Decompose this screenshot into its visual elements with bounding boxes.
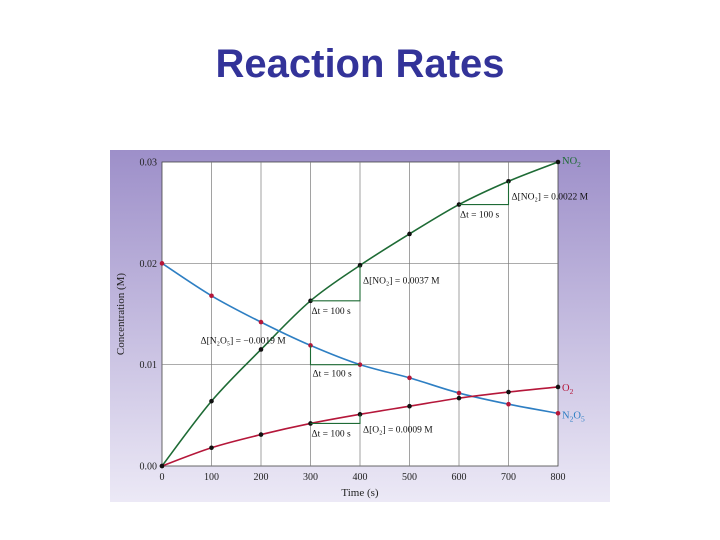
x-tick-label: 100 [204, 472, 219, 483]
delta-time-label-o2: Δt = 100 s [312, 429, 351, 439]
data-point-n2o5 [555, 411, 561, 416]
legend-label-n2o5: N2O5 [562, 410, 585, 423]
delta-time-label-n2o5: Δt = 100 s [313, 370, 352, 380]
y-tick-label: 0.03 [140, 158, 158, 169]
data-point-n2o5 [456, 390, 462, 396]
legend-label-o2: O2 [562, 383, 574, 396]
delta-step-n2o5 [309, 345, 360, 366]
data-point-o2 [159, 463, 165, 469]
data-point-no2 [357, 263, 363, 268]
data-point-o2 [456, 395, 462, 401]
x-tick-label: 500 [402, 472, 417, 483]
data-point-no2 [506, 178, 511, 184]
slide-title: Reaction Rates [215, 42, 505, 86]
legend-label-no2: NO2 [562, 156, 581, 169]
x-tick-label: 700 [501, 472, 516, 483]
data-point-no2 [555, 159, 561, 165]
data-point-no2 [258, 347, 264, 352]
y-tick-label: 0.01 [140, 360, 158, 371]
data-point-o2 [209, 445, 214, 451]
delta-time-label-no2-mid: Δt = 100 s [312, 307, 351, 317]
reaction-rates-chart: 0 100 200 300 400 500 600 700 800 0.00 0.01 0.02 0.0… [110, 150, 610, 502]
data-point-no2 [407, 231, 412, 237]
data-point-n2o5 [506, 401, 511, 407]
x-tick-label: 600 [452, 472, 467, 483]
delta-conc-label-n2o5: Δ[N₂O₅] = −0.0019 M [201, 336, 287, 346]
delta-conc-label-no2-mid: Δ[NO₂] = 0.0037 M [363, 276, 440, 286]
data-point-o2 [506, 389, 511, 395]
delta-conc-label-o2: Δ[O₂] = 0.0009 M [363, 425, 433, 435]
y-axis-label: Concentration (M) [115, 273, 127, 356]
data-point-o2 [555, 384, 561, 390]
data-point-o2 [258, 432, 264, 437]
delta-time-label-no2-late: Δt = 100 s [460, 211, 499, 221]
delta-step-o2 [310, 414, 361, 424]
x-tick-label: 400 [353, 472, 368, 483]
y-tick-label: 0.00 [140, 462, 158, 473]
data-point-n2o5 [209, 293, 214, 299]
series-line-no2 [161, 161, 559, 467]
data-point-n2o5 [407, 375, 412, 381]
data-point-no2 [209, 398, 214, 404]
delta-step-no2-late [459, 181, 510, 206]
data-point-n2o5 [258, 319, 264, 325]
x-tick-label: 800 [551, 472, 566, 483]
delta-step-no2-mid [310, 265, 361, 302]
x-tick-label: 200 [254, 472, 269, 483]
chart-figure: 0 100 200 300 400 500 600 700 800 0.00 0.01 0.02 0.0… [110, 150, 610, 502]
x-tick-label: 0 [160, 472, 165, 483]
delta-conc-label-no2-late: Δ[NO₂] = 0.0022 M [512, 192, 589, 202]
x-axis-label: Time (s) [341, 487, 379, 499]
data-point-o2 [407, 403, 412, 409]
data-point-n2o5 [159, 261, 165, 266]
y-tick-label: 0.02 [140, 259, 158, 270]
x-tick-label: 300 [303, 472, 318, 483]
